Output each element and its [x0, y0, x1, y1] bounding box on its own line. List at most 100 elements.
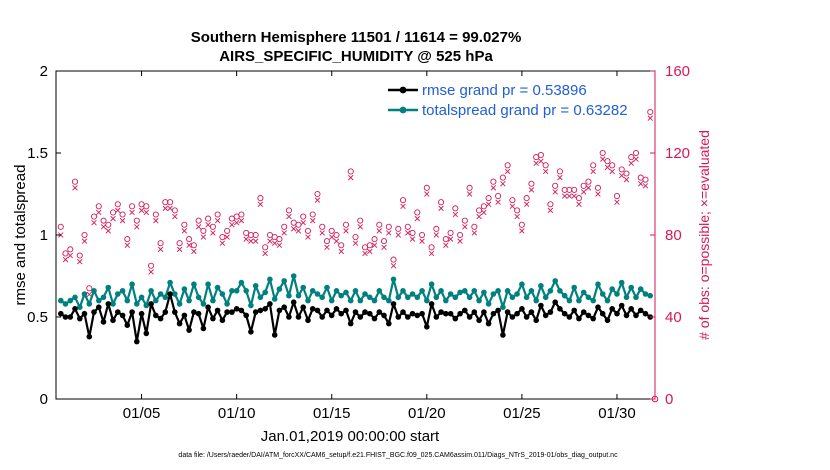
rmse-point: [637, 307, 644, 314]
rmse-point: [243, 312, 249, 319]
obs-evaluated-point: [324, 244, 330, 251]
rmse-point: [386, 320, 392, 327]
obs-evaluated-point: [533, 160, 539, 166]
totalspread-point: [129, 281, 135, 288]
rmse-point: [552, 299, 558, 306]
totalspread-point: [509, 294, 516, 301]
legend: rmse grand pr = 0.53896 totalspread gran…: [388, 82, 628, 119]
rmse-point: [485, 320, 492, 327]
obs-evaluated-point: [466, 191, 473, 197]
obs-evaluated-point: [604, 164, 611, 171]
obs-evaluated-point: [290, 226, 297, 232]
rmse-point: [509, 314, 516, 320]
rmse-point: [504, 309, 511, 315]
obs-evaluated-point: [143, 209, 150, 216]
totalspread-point: [580, 289, 587, 296]
obs-evaluated-point: [200, 234, 207, 240]
rmse-point: [623, 312, 630, 319]
totalspread-point: [452, 294, 459, 301]
totalspread-point: [110, 301, 116, 307]
rmse-point: [571, 307, 577, 314]
rmse-point: [580, 309, 587, 315]
rmse-point: [452, 315, 459, 322]
obs-possible-point: [594, 184, 602, 191]
rmse-point: [81, 310, 88, 317]
totalspread-point: [533, 297, 539, 304]
obs-evaluated-point: [371, 242, 378, 248]
obs-evaluated-point: [376, 228, 382, 234]
totalspread-point: [357, 297, 364, 304]
rmse-point: [357, 314, 364, 320]
rmse-point: [628, 306, 634, 312]
totalspread-point: [300, 284, 307, 291]
obs-evaluated-point: [81, 238, 88, 244]
totalspread-point: [81, 291, 88, 297]
obs-evaluated-point: [77, 258, 83, 265]
obs-evaluated-point: [214, 217, 221, 224]
totalspread-point: [495, 288, 501, 294]
obs-possible-point: [285, 207, 292, 214]
obs-possible-point: [252, 231, 259, 239]
obs-evaluated-point: [286, 213, 292, 220]
obs-possible-point: [618, 166, 625, 173]
rmse-point: [67, 314, 74, 320]
y-tick-label: 1: [40, 227, 48, 244]
obs-evaluated-point: [438, 205, 444, 212]
totalspread-point: [115, 291, 121, 297]
totalspread-point: [309, 288, 316, 294]
rmse-point: [309, 306, 316, 312]
obs-possible-point: [399, 197, 407, 204]
totalspread-point: [400, 288, 406, 294]
rmse-point: [400, 309, 406, 315]
rmse-point: [490, 310, 497, 317]
obs-possible-point: [195, 217, 202, 224]
obs-evaluated-point: [276, 242, 283, 248]
rmse-point: [167, 291, 173, 297]
totalspread-point: [314, 291, 321, 297]
obs-evaluated-point: [476, 213, 482, 220]
totalspread-point: [552, 278, 558, 284]
obs-evaluated-point: [542, 168, 549, 175]
obs-evaluated-point: [333, 238, 340, 244]
obs-evaluated-point: [153, 217, 159, 224]
obs-evaluated-point: [638, 181, 644, 187]
totalspread-point: [281, 278, 288, 284]
totalspread-point: [362, 291, 368, 297]
obs-evaluated-point: [96, 209, 102, 216]
totalspread-point: [386, 297, 392, 304]
obs-possible-point: [514, 207, 521, 214]
totalspread-point: [618, 279, 625, 286]
obs-evaluated-point: [628, 160, 634, 166]
obs-possible-point: [167, 199, 174, 206]
obs-possible-point: [647, 108, 654, 116]
obs-evaluated-point: [329, 234, 335, 240]
rmse-point: [233, 306, 240, 312]
obs-possible-point: [319, 223, 326, 230]
rmse-point: [642, 310, 649, 317]
rmse-point: [609, 306, 615, 312]
obs-evaluated-point: [314, 197, 321, 203]
line-layer: [58, 273, 653, 345]
obs-possible-point: [157, 240, 164, 247]
obs-possible-point: [186, 236, 193, 243]
totalspread-point: [609, 286, 615, 292]
obs-possible-point: [423, 184, 430, 191]
obs-possible-point: [504, 162, 511, 169]
totalspread-point: [395, 294, 402, 301]
obs-possible-point: [281, 223, 288, 230]
totalspread-point: [585, 294, 592, 301]
totalspread-point: [547, 288, 554, 294]
rmse-point: [466, 314, 473, 320]
obs-possible-point: [129, 203, 136, 210]
totalspread-point: [614, 291, 620, 297]
obs-possible-point: [404, 223, 411, 230]
y-axis-left: 0 0.5 1 1.5 2: [27, 63, 61, 408]
obs-evaluated-point: [148, 269, 154, 275]
y-axis-label-left: rmse and totalspread: [12, 165, 29, 306]
obs-evaluated-point: [561, 193, 568, 199]
totalspread-point: [138, 294, 145, 301]
totalspread-point: [633, 294, 639, 301]
obs-possible-point: [599, 149, 606, 157]
totalspread-point: [462, 288, 468, 294]
obs-possible-point: [190, 242, 197, 249]
